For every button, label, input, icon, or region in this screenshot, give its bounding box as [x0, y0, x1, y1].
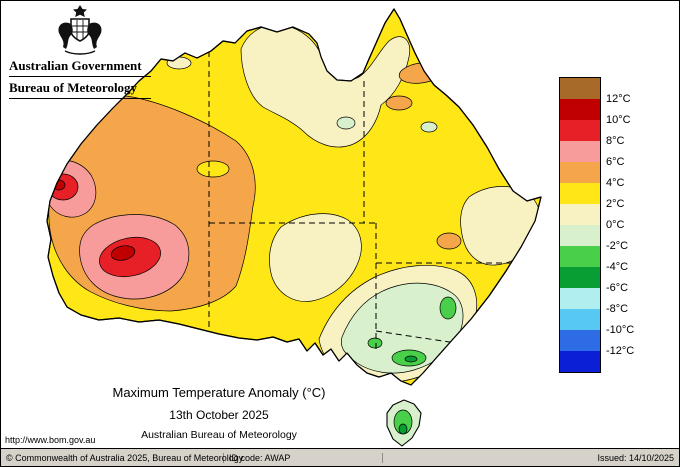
legend-label-8C: 8°C	[606, 135, 625, 147]
legend: 12°C 10°C 8°C 6°C 4°C 2°C 0°C -2°C -4°C -6°C -8°C -…	[559, 77, 659, 373]
gov-header: Australian Government Bureau of Meteorol…	[9, 5, 151, 103]
gov-title: Australian Government	[9, 58, 142, 73]
region-cream-north	[240, 23, 411, 148]
legend-swatch-7	[560, 225, 600, 246]
region-orange-nsw	[436, 232, 462, 250]
legend-label--8C: -8°C	[606, 303, 629, 315]
region-cream-eastcoast	[460, 186, 541, 266]
region-orange-qld-2	[385, 95, 413, 111]
crest-shield	[70, 18, 90, 42]
region-yellow-inlier	[196, 160, 230, 178]
legend-swatch-8	[560, 246, 600, 267]
legend-label--4C: -4°C	[606, 261, 629, 273]
legend-label--12C: -12°C	[606, 345, 635, 357]
legend-label-12C: 12°C	[606, 93, 631, 105]
coat-of-arms-icon	[58, 5, 102, 55]
crest-kangaroo	[58, 22, 73, 49]
region-green-nsw	[439, 296, 457, 320]
copyright-text: © Commonwealth of Australia 2025, Bureau…	[1, 452, 243, 463]
legend-label--2C: -2°C	[606, 240, 629, 252]
legend-swatch-3	[560, 141, 600, 162]
legend-label-4C: 4°C	[606, 177, 625, 189]
gov-rule-1	[9, 76, 151, 77]
legend-swatch-0	[560, 78, 600, 99]
legend-label--10C: -10°C	[606, 324, 635, 336]
legend-swatch-11	[560, 309, 600, 330]
crest-emu	[87, 22, 102, 49]
region-darkgreen-vic	[404, 355, 418, 363]
gov-rule-2	[9, 98, 151, 99]
bom-url: http://www.bom.gov.au	[5, 435, 96, 445]
region-darkred-inland	[110, 245, 136, 261]
legend-label-10C: 10°C	[606, 114, 631, 126]
region-orange-qld-3	[504, 127, 522, 155]
map-org: Australian Bureau of Meteorology	[141, 429, 297, 441]
legend-swatch-12	[560, 330, 600, 351]
region-palegreen-north-2	[420, 121, 438, 133]
australia-coastline	[46, 8, 542, 386]
legend-swatches	[559, 77, 601, 373]
region-palegreen-north-1	[336, 116, 356, 130]
id-code-text: ID code: AWAP	[224, 452, 383, 463]
legend-swatch-1	[560, 99, 600, 120]
legend-swatch-2	[560, 120, 600, 141]
crest-shield-lines	[71, 20, 89, 39]
legend-swatch-10	[560, 288, 600, 309]
map-title: Maximum Temperature Anomaly (°C)	[112, 385, 326, 400]
tasmania-darkgreen	[398, 423, 408, 435]
anomaly-regions	[47, 23, 541, 384]
legend-label-2C: 2°C	[606, 198, 625, 210]
region-cream-central	[269, 213, 362, 302]
crest-star	[73, 5, 87, 17]
legend-swatch-4	[560, 162, 600, 183]
state-borders	[208, 51, 523, 349]
region-cream-kimberley	[166, 56, 192, 70]
legend-swatch-9	[560, 267, 600, 288]
map-titles: Maximum Temperature Anomaly (°C) 13th Oc…	[39, 385, 399, 441]
tasmania	[386, 399, 422, 447]
legend-label-6C: 6°C	[606, 156, 625, 168]
agency-title: Bureau of Meteorology	[9, 80, 138, 95]
legend-label-0C: 0°C	[606, 219, 625, 231]
legend-swatch-6	[560, 204, 600, 225]
crest-scroll	[64, 50, 96, 55]
legend-label--6C: -6°C	[606, 282, 629, 294]
status-bar: © Commonwealth of Australia 2025, Bureau…	[1, 448, 679, 466]
region-green-vic-2	[367, 337, 383, 349]
map-date: 13th October 2025	[169, 408, 269, 422]
issued-text: Issued: 14/10/2025	[597, 452, 674, 463]
legend-swatch-5	[560, 183, 600, 204]
legend-swatch-13	[560, 351, 600, 372]
